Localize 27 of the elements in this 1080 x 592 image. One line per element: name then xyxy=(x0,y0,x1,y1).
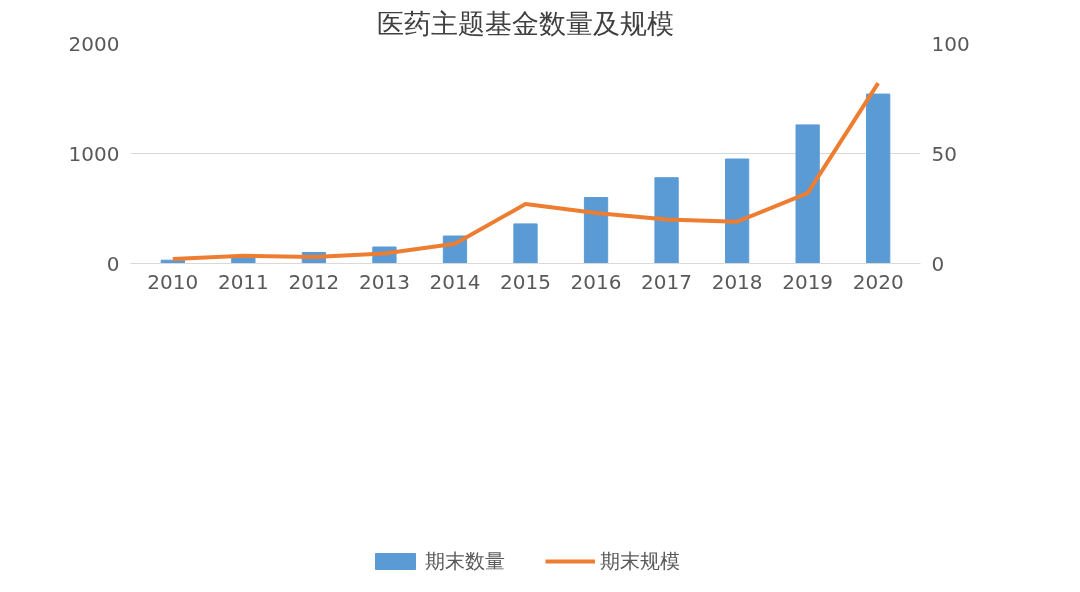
y2-tick-label: 0 xyxy=(931,251,945,276)
line-series xyxy=(170,81,881,262)
y-tick-label: 1000 xyxy=(68,141,120,166)
chart-title: 医药主题基金数量及规模 xyxy=(377,7,674,39)
bar xyxy=(513,223,538,264)
y2-tick-label: 100 xyxy=(931,31,970,56)
bar xyxy=(795,124,820,264)
y2-tick-label: 50 xyxy=(931,141,957,166)
x-tick-label: 2017 xyxy=(641,269,693,294)
legend-label: 期末数量 xyxy=(425,547,505,575)
legend-label: 期末规模 xyxy=(600,547,680,575)
y-tick-label: 2000 xyxy=(68,31,120,56)
x-tick-label: 2012 xyxy=(288,269,340,294)
x-tick-label: 2020 xyxy=(852,269,904,294)
y-tick-label: 0 xyxy=(106,251,120,276)
x-tick-label: 2016 xyxy=(570,269,622,294)
x-tick-label: 2015 xyxy=(500,269,551,294)
bar xyxy=(654,177,679,264)
x-tick-label: 2013 xyxy=(358,269,410,294)
x-tick-label: 2014 xyxy=(429,269,481,294)
bar xyxy=(583,197,609,264)
x-tick-label: 2019 xyxy=(782,269,834,294)
bar xyxy=(866,93,891,264)
x-tick-label: 2010 xyxy=(147,269,199,294)
x-tick-label: 2011 xyxy=(217,269,269,294)
x-tick-label: 2018 xyxy=(711,269,763,294)
bar xyxy=(724,158,750,264)
